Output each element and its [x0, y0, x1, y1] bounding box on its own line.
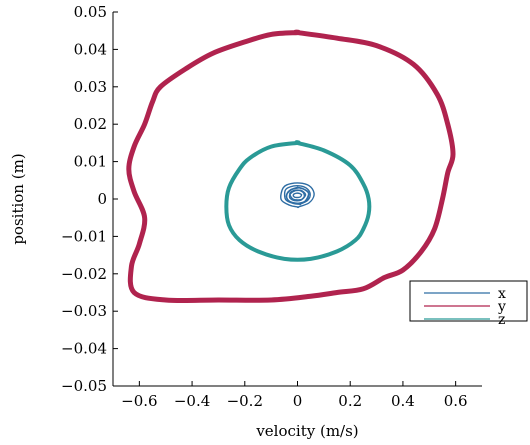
x-tick-label: 0.2 [338, 392, 362, 410]
legend-box [409, 280, 528, 322]
x-axis-label: velocity (m/s) [255, 422, 358, 440]
legend: xyz [409, 280, 528, 328]
x-tick-label: 0.6 [444, 392, 468, 410]
y-tick-label: 0.03 [74, 78, 107, 96]
y-tick-label: −0.05 [61, 377, 107, 395]
legend-label-x: x [498, 286, 506, 302]
x-tick-label: −0.4 [174, 392, 210, 410]
series-z-line [224, 140, 372, 262]
y-tick-label: 0.05 [74, 3, 107, 21]
series-y-line [126, 29, 456, 304]
y-axis-label: position (m) [9, 153, 27, 244]
y-tick-label: 0 [97, 190, 107, 208]
series-layer [126, 29, 456, 304]
y-tick-label: −0.03 [61, 302, 107, 320]
series-x-line [280, 182, 315, 209]
x-tick-label: −0.2 [227, 392, 263, 410]
y-tick-label: −0.04 [61, 340, 107, 358]
y-tick-label: −0.02 [61, 265, 107, 283]
legend-label-y: y [497, 299, 506, 315]
x-tick-label: 0 [293, 392, 303, 410]
x-tick-label: −0.6 [121, 392, 157, 410]
x-tick-label: 0.4 [391, 392, 415, 410]
y-tick-label: −0.01 [61, 227, 107, 245]
tick-labels: −0.6 −0.4 −0.2 0 0.2 0.4 0.6 0.05 0.04 0.03 0.02 0.… [61, 3, 468, 410]
axes [112, 11, 482, 387]
y-tick-label: 0.02 [74, 115, 107, 133]
legend-label-z: z [498, 312, 505, 328]
y-tick-label: 0.04 [74, 40, 107, 58]
y-tick-label: 0.01 [74, 153, 107, 171]
